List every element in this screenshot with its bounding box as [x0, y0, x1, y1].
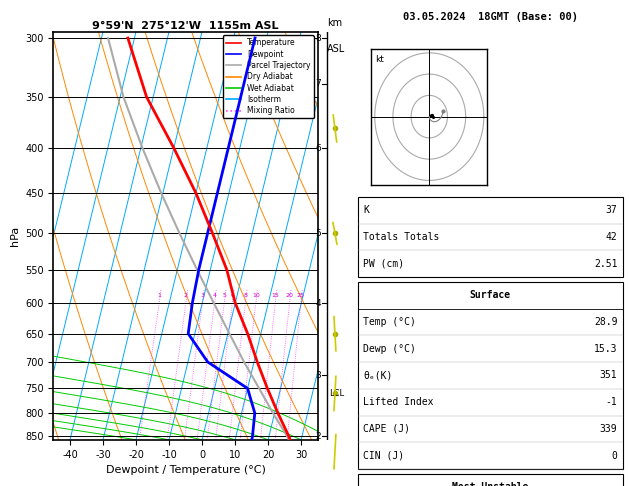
Text: Temp (°C): Temp (°C) [364, 317, 416, 327]
Text: Totals Totals: Totals Totals [364, 232, 440, 242]
Text: LCL: LCL [328, 389, 344, 398]
Text: Most Unstable: Most Unstable [452, 482, 528, 486]
Text: 15: 15 [271, 293, 279, 298]
Text: PW (cm): PW (cm) [364, 259, 404, 269]
Text: 20: 20 [286, 293, 294, 298]
Text: 0: 0 [611, 451, 617, 461]
Legend: Temperature, Dewpoint, Parcel Trajectory, Dry Adiabat, Wet Adiabat, Isotherm, Mi: Temperature, Dewpoint, Parcel Trajectory… [223, 35, 314, 118]
Text: 5: 5 [315, 229, 321, 238]
Text: 339: 339 [599, 424, 617, 434]
Text: 4: 4 [315, 298, 321, 308]
Text: 28.9: 28.9 [594, 317, 617, 327]
Text: km: km [327, 17, 342, 28]
Text: 6: 6 [315, 143, 321, 153]
Text: Surface: Surface [470, 290, 511, 300]
Text: 15.3: 15.3 [594, 344, 617, 354]
Text: 3: 3 [201, 293, 204, 298]
Text: 2: 2 [315, 432, 321, 441]
Text: 25: 25 [297, 293, 305, 298]
Text: 7: 7 [315, 79, 321, 88]
Text: θₑ(K): θₑ(K) [364, 370, 392, 381]
Text: 03.05.2024  18GMT (Base: 00): 03.05.2024 18GMT (Base: 00) [403, 12, 578, 22]
Text: kt: kt [375, 55, 384, 64]
Text: Dewp (°C): Dewp (°C) [364, 344, 416, 354]
Text: 8: 8 [243, 293, 247, 298]
X-axis label: Dewpoint / Temperature (°C): Dewpoint / Temperature (°C) [106, 465, 265, 475]
Text: -1: -1 [606, 397, 617, 407]
Title: 9°59'N  275°12'W  1155m ASL: 9°59'N 275°12'W 1155m ASL [92, 21, 279, 31]
Text: 1: 1 [157, 293, 161, 298]
Text: 3: 3 [315, 371, 321, 380]
Text: 2.51: 2.51 [594, 259, 617, 269]
Text: 10: 10 [252, 293, 260, 298]
Text: 4: 4 [213, 293, 216, 298]
Text: K: K [364, 205, 369, 215]
Text: CIN (J): CIN (J) [364, 451, 404, 461]
Text: 42: 42 [606, 232, 617, 242]
Text: 2: 2 [184, 293, 188, 298]
Text: Lifted Index: Lifted Index [364, 397, 434, 407]
Text: 5: 5 [222, 293, 226, 298]
Y-axis label: hPa: hPa [9, 226, 19, 246]
Text: ASL: ASL [327, 44, 345, 54]
Text: 6: 6 [230, 293, 234, 298]
Text: 37: 37 [606, 205, 617, 215]
Text: CAPE (J): CAPE (J) [364, 424, 410, 434]
Text: 351: 351 [599, 370, 617, 381]
Text: 8: 8 [315, 34, 321, 42]
